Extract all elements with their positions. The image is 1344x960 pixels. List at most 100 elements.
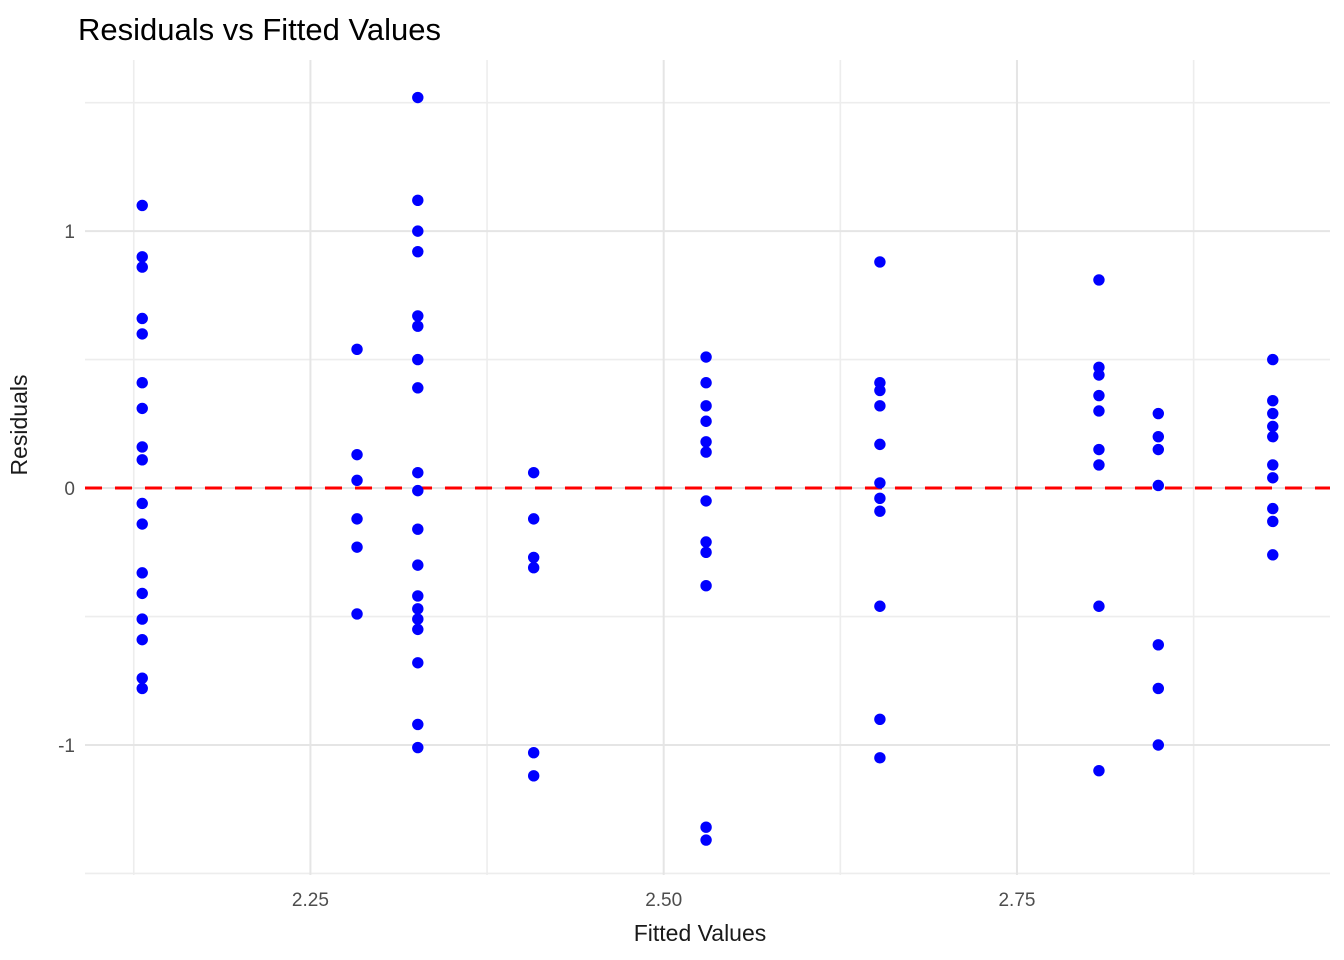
data-point [351, 448, 363, 461]
data-point [700, 821, 712, 833]
data-point [136, 672, 148, 684]
data-point [1093, 405, 1105, 417]
data-point [874, 492, 886, 505]
data-point [700, 446, 712, 458]
data-point [700, 377, 712, 389]
data-point [874, 752, 886, 764]
data-point [1267, 407, 1279, 420]
y-axis-tick-labels: 1 0 -1 [58, 222, 75, 757]
data-point [874, 505, 886, 517]
data-point [412, 559, 424, 571]
data-point [1093, 600, 1105, 612]
data-point [136, 251, 148, 263]
data-point [136, 518, 148, 530]
data-point [136, 567, 148, 579]
data-point [412, 603, 424, 615]
data-point [1093, 274, 1105, 286]
x-tick-label: 2.50 [645, 890, 682, 911]
data-point [1093, 369, 1105, 381]
data-point [527, 770, 540, 782]
data-point [1267, 502, 1279, 515]
data-point [1093, 443, 1105, 456]
y-tick-label: 0 [64, 479, 75, 500]
x-tick-label: 2.25 [292, 890, 329, 911]
data-point [1267, 515, 1279, 528]
data-point [1267, 420, 1279, 433]
data-point [136, 261, 148, 273]
data-point [136, 682, 148, 695]
data-point [874, 438, 886, 451]
data-point [700, 351, 712, 363]
data-point [1267, 394, 1279, 407]
data-point [1267, 549, 1279, 561]
chart-title: Residuals vs Fitted Values [78, 12, 441, 47]
x-axis-tick-labels: 2.25 2.50 2.75 [292, 890, 1036, 911]
data-point [351, 343, 363, 356]
data-point [874, 477, 886, 489]
data-point [412, 91, 424, 104]
data-point [1152, 443, 1165, 456]
minor-gridlines [85, 60, 1330, 875]
data-point [412, 353, 424, 366]
data-point [1152, 639, 1165, 651]
data-point [874, 400, 886, 412]
data-point [700, 536, 712, 548]
data-point [412, 590, 424, 602]
data-point [700, 400, 712, 412]
data-point [351, 513, 363, 525]
data-point [412, 225, 424, 237]
data-point [874, 256, 886, 268]
data-point [700, 436, 712, 448]
x-tick-label: 2.75 [998, 890, 1035, 911]
data-point [700, 579, 712, 592]
data-point [1152, 430, 1165, 443]
data-points [136, 91, 1279, 846]
data-point [1093, 764, 1105, 777]
data-point [1267, 459, 1279, 471]
data-point [412, 466, 424, 479]
x-axis-title: Fitted Values [634, 920, 767, 946]
data-point [1093, 459, 1105, 471]
data-point [136, 312, 148, 325]
data-point [1152, 682, 1165, 695]
data-point [874, 713, 886, 725]
data-point [412, 623, 424, 636]
data-point [1267, 472, 1279, 484]
data-point [700, 834, 712, 846]
y-tick-label: 1 [64, 222, 75, 243]
data-point [1152, 479, 1165, 492]
data-point [874, 600, 886, 612]
data-point [412, 194, 424, 206]
data-point [351, 608, 363, 620]
data-point [412, 657, 424, 669]
data-point [136, 587, 148, 600]
data-point [136, 328, 148, 340]
data-point [700, 495, 712, 507]
data-point [1093, 389, 1105, 402]
data-point [412, 741, 424, 754]
data-point [136, 454, 148, 466]
data-point [527, 513, 540, 525]
data-point [136, 402, 148, 415]
data-point [412, 245, 424, 258]
y-tick-label: -1 [58, 736, 75, 757]
data-point [136, 497, 148, 510]
data-point [527, 466, 540, 479]
major-gridlines [85, 60, 1330, 875]
data-point [136, 377, 148, 389]
data-point [412, 382, 424, 394]
data-point [874, 384, 886, 397]
data-point [700, 546, 712, 558]
data-point [527, 746, 540, 759]
data-point [412, 613, 424, 625]
data-point [1152, 407, 1165, 420]
data-point [527, 551, 540, 564]
data-point [1152, 739, 1165, 751]
data-point [1267, 430, 1279, 443]
data-point [527, 562, 540, 574]
data-point [136, 199, 148, 212]
data-point [1267, 353, 1279, 366]
data-point [700, 415, 712, 427]
